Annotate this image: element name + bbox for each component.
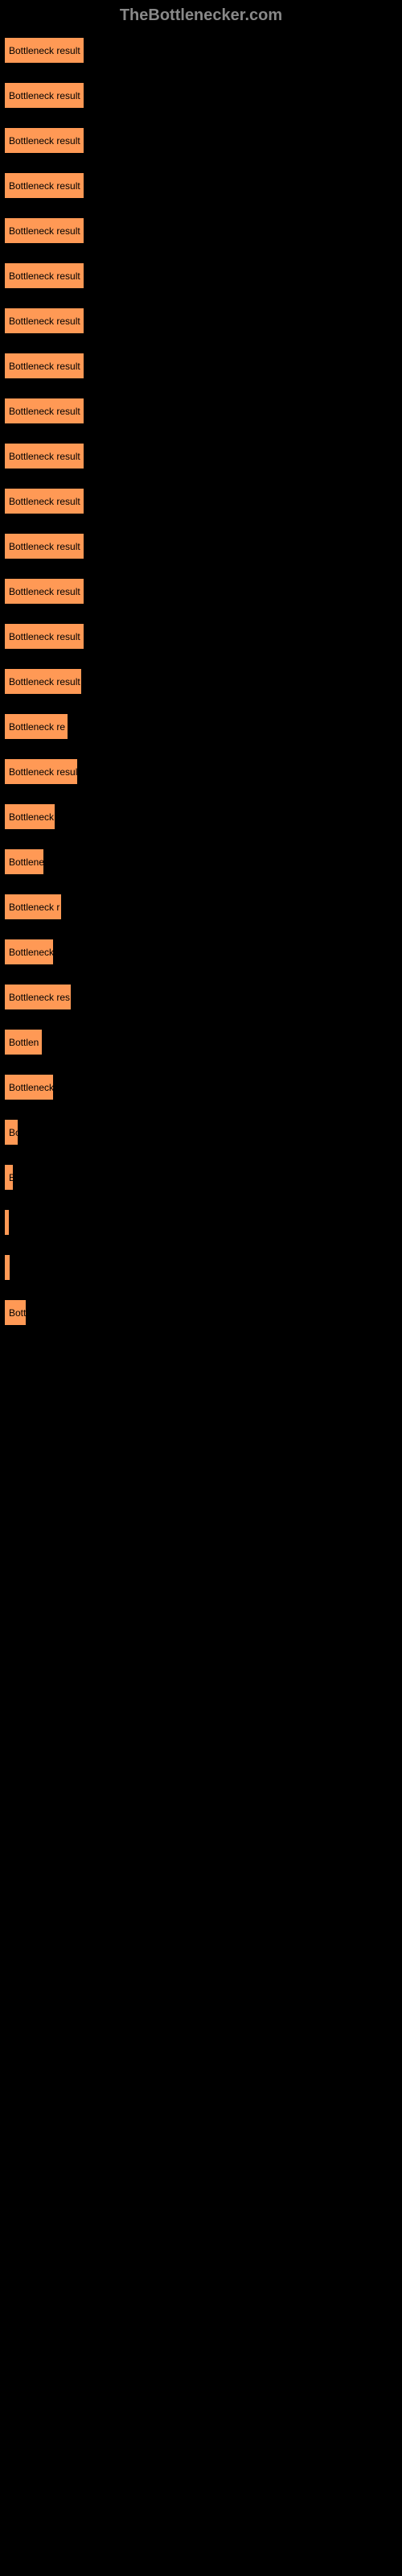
bar-row: Bottleneck r: [4, 894, 402, 920]
chart-bar: Bottleneck result: [4, 127, 84, 154]
bar-row: Bottleneck result: [4, 172, 402, 199]
bar-row: Bottleneck res: [4, 984, 402, 1010]
bar-label: Bottleneck res: [9, 992, 70, 1003]
chart-bar: Bottleneck result: [4, 308, 84, 334]
chart-bar: Bottleneck result: [4, 398, 84, 424]
bar-label: Bottleneck result: [9, 631, 80, 642]
bar-row: Bottleneck result: [4, 353, 402, 379]
bar-label: F: [9, 1262, 10, 1274]
bar-row: Bottleneck result: [4, 217, 402, 244]
bar-label: Bottleneck re: [9, 721, 65, 733]
bar-row: Bott: [4, 1299, 402, 1326]
bar-row: Bottleneck result: [4, 398, 402, 424]
page-title: TheBottlenecker.com: [0, 6, 402, 25]
bar-label: Bottleneck result: [9, 676, 80, 687]
bar-label: Bo: [9, 1127, 18, 1138]
bar-label: Bottleneck: [9, 811, 54, 823]
bar-row: Bottlen: [4, 1029, 402, 1055]
bar-label: Bottleneck result: [9, 361, 80, 372]
chart-bar: Bottleneck: [4, 1074, 54, 1100]
bar-row: Bottleneck result: [4, 668, 402, 695]
bar-label: B: [9, 1172, 14, 1183]
bar-label: Bottleneck resul: [9, 766, 77, 778]
bar-row: Bottlene: [4, 848, 402, 875]
bar-row: F: [4, 1254, 402, 1281]
chart-bar: Bottleneck result: [4, 172, 84, 199]
bar-row: Bo: [4, 1119, 402, 1146]
chart-bar: Bottleneck result: [4, 217, 84, 244]
chart-bar: Bottleneck re: [4, 713, 68, 740]
chart-bar: Bottleneck result: [4, 262, 84, 289]
chart-bar: Bottleneck result: [4, 488, 84, 514]
chart-bar: Bottleneck: [4, 939, 54, 965]
bar-label: Bottleneck result: [9, 451, 80, 462]
bar-label: Bottleneck result: [9, 406, 80, 417]
bar-row: Bottleneck result: [4, 82, 402, 109]
bar-row: [4, 1209, 402, 1236]
chart-bar: Bottleneck r: [4, 894, 62, 920]
bar-label: Bottleneck result: [9, 180, 80, 192]
chart-bar: Bottleneck result: [4, 353, 84, 379]
bar-label: Bottleneck result: [9, 90, 80, 101]
chart-bar: Bottleneck resul: [4, 758, 78, 785]
bar-label: Bottleneck result: [9, 270, 80, 282]
bar-label: Bottleneck result: [9, 45, 80, 56]
bar-row: Bottleneck: [4, 939, 402, 965]
bar-label: Bottleneck result: [9, 316, 80, 327]
chart-bar: Bottlen: [4, 1029, 43, 1055]
bar-row: Bottleneck result: [4, 127, 402, 154]
chart-bar: [4, 1209, 10, 1236]
bar-row: Bottleneck result: [4, 623, 402, 650]
bar-label: Bottleneck result: [9, 225, 80, 237]
chart-bar: Bottleneck result: [4, 82, 84, 109]
chart-bar: Bottlene: [4, 848, 44, 875]
chart-bar: Bottleneck result: [4, 443, 84, 469]
bar-row: B: [4, 1164, 402, 1191]
bar-label: Bottleneck result: [9, 496, 80, 507]
bar-label: Bott: [9, 1307, 26, 1319]
bar-row: Bottleneck: [4, 1074, 402, 1100]
bar-label: Bottleneck result: [9, 541, 80, 552]
bar-row: Bottleneck result: [4, 578, 402, 605]
bar-label: Bottleneck: [9, 1082, 54, 1093]
bar-label: Bottlen: [9, 1037, 39, 1048]
bar-label: Bottleneck result: [9, 135, 80, 147]
bar-row: Bottleneck resul: [4, 758, 402, 785]
bar-row: Bottleneck result: [4, 37, 402, 64]
chart-bar: Bottleneck result: [4, 533, 84, 559]
chart-bar: Bottleneck result: [4, 578, 84, 605]
bar-row: Bottleneck result: [4, 533, 402, 559]
bar-row: Bottleneck: [4, 803, 402, 830]
bar-label: Bottlene: [9, 857, 44, 868]
bar-row: Bottleneck result: [4, 308, 402, 334]
chart-bar: Bottleneck result: [4, 37, 84, 64]
chart-bar: Bottleneck res: [4, 984, 72, 1010]
bar-row: Bottleneck result: [4, 488, 402, 514]
chart-bar: Bottleneck result: [4, 623, 84, 650]
bar-row: Bottleneck result: [4, 443, 402, 469]
bar-row: Bottleneck re: [4, 713, 402, 740]
chart-bar: Bottleneck: [4, 803, 55, 830]
bar-label: Bottleneck r: [9, 902, 59, 913]
bar-label: Bottleneck: [9, 947, 54, 958]
chart-bar: Bo: [4, 1119, 18, 1146]
bar-row: Bottleneck result: [4, 262, 402, 289]
bar-chart: Bottleneck result Bottleneck result Bottle…: [0, 37, 402, 1326]
chart-bar: F: [4, 1254, 10, 1281]
chart-bar: B: [4, 1164, 14, 1191]
chart-bar: Bottleneck result: [4, 668, 82, 695]
bar-label: Bottleneck result: [9, 586, 80, 597]
chart-bar: Bott: [4, 1299, 27, 1326]
